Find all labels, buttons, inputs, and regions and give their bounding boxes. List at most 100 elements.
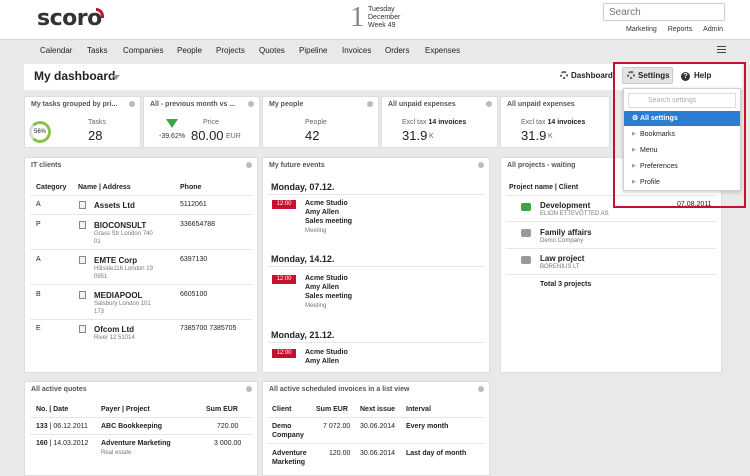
event-person[interactable]: Amy Allen [305,358,339,365]
help-link[interactable]: ? Help [681,71,711,81]
client-phone: 6605100 [180,291,208,298]
nav-projects[interactable]: Projects [216,46,245,55]
settings-item-label: All settings [640,115,678,122]
client-name[interactable]: MEDIAPOOL [94,291,143,300]
quote-no-date: 133 | 06.12.2011 [36,423,88,430]
tasks-label: Tasks [88,119,106,126]
quote-payer[interactable]: ABC Bookkeeping [101,423,163,430]
settings-item-menu[interactable]: ▶ Menu [624,143,740,158]
divider [506,195,716,196]
invoice-interval: Last day of month [406,450,467,457]
widget-title: My people [269,101,304,108]
quote-no: 160 [36,440,48,447]
col-header-name: Name | Address [78,184,131,191]
event-company[interactable]: Acme Studio [305,200,348,207]
client-phone: 5112061 [180,201,207,208]
search-input[interactable] [603,3,725,21]
invoice-client-2[interactable]: Marketing [272,459,306,466]
quote-no-date: 160 | 14.03.2012 [36,440,89,447]
client-address-2: 173 [94,309,105,315]
invoice-client-2[interactable]: Company [272,432,304,439]
dashboard-link-label: Dashboard [571,71,613,80]
panel-gear-icon[interactable] [478,386,484,392]
invoice-client[interactable]: Demo [272,423,292,430]
event-time-badge: 12:00 [272,349,296,358]
panel-gear-icon[interactable] [246,162,252,168]
tasks-value: 28 [88,128,103,143]
widget-gear-icon[interactable] [367,101,373,107]
project-name[interactable]: Family affairs [540,228,592,237]
panel-gear-icon[interactable] [478,162,484,168]
top-link-marketing[interactable]: Marketing [626,26,657,33]
dashboard-bar: My dashboard Dashboard Settings ? Help [24,64,742,90]
nav-quotes[interactable]: Quotes [259,46,285,55]
client-name[interactable]: Assets Ltd [94,201,135,210]
settings-item-profile[interactable]: ▶ Profile [624,175,740,190]
panel-title: My future events [269,162,325,169]
widget-price[interactable]: All - previous month vs ... [143,96,260,148]
nav-invoices[interactable]: Invoices [342,46,372,55]
menu-icon[interactable] [717,46,726,53]
project-name[interactable]: Development [540,201,591,210]
top-link-reports[interactable]: Reports [667,26,693,33]
nav-people[interactable]: People [177,46,202,55]
settings-search-input[interactable]: Search settings [628,93,736,108]
event-company[interactable]: Acme Studio [305,275,348,282]
scoro-logo[interactable]: scoro [37,6,102,31]
quote-payer[interactable]: Adventure Marketing [101,440,171,447]
settings-label-wrap[interactable]: Settings [627,71,670,80]
nav-tasks[interactable]: Tasks [87,46,108,55]
client-name[interactable]: BIOCONSULT [94,221,147,230]
nav-calendar[interactable]: Calendar [40,46,73,55]
quote-date: 14.03.2012 [53,440,89,447]
price-value: 80.00 [191,128,224,143]
client-name[interactable]: EMTE Corp [94,256,138,265]
quotes-panel: All active quotes [24,381,258,476]
event-person[interactable]: Amy Allen [305,209,339,216]
nav-expenses[interactable]: Expenses [425,46,461,55]
settings-item-preferences[interactable]: ▶ Preferences [624,159,740,174]
settings-item-bookmarks[interactable]: ▶ Bookmarks [624,127,740,142]
date-text: Tuesday December Week 49 [368,6,400,30]
col-header-category: Category [36,184,67,191]
chevron-down-icon[interactable] [112,75,120,80]
widget-title: All - previous month vs ... [150,101,236,108]
invoice-sum: 7 072.00 [323,423,351,430]
event-title[interactable]: Sales meeting [305,218,353,225]
settings-button[interactable] [622,67,673,84]
quote-sum: 3 000.00 [214,440,242,447]
event-person[interactable]: Amy Allen [305,284,339,291]
top-link-admin[interactable]: Admin [703,26,723,33]
widget-expenses-2[interactable]: All unpaid expenses [500,96,610,148]
projects-panel: All projects - waiting [500,157,722,373]
expenses2-label: Excl tax 14 invoices [521,119,585,126]
nav-pipeline[interactable]: Pipeline [299,46,328,55]
invoice-next: 30.06.2014 [360,423,396,430]
divider [506,248,716,249]
widget-gear-icon[interactable] [486,101,492,107]
company-icon [79,325,86,333]
nav-companies[interactable]: Companies [123,46,164,55]
col-header-payer: Payer | Project [101,406,150,413]
widget-title: All unpaid expenses [507,101,575,108]
expenses2-count: 14 invoices [547,119,586,126]
price-label: Price [203,119,219,126]
event-title[interactable]: Sales meeting [305,293,353,300]
event-company[interactable]: Acme Studio [305,349,348,356]
project-name[interactable]: Law project [540,254,585,263]
projects-header: Project name | Client [509,184,579,191]
widget-gear-icon[interactable] [129,101,135,107]
nav-orders[interactable]: Orders [385,46,410,55]
invoice-client[interactable]: Adventure [272,450,307,457]
widget-people[interactable]: My people [262,96,379,148]
col-header-interval: Interval [406,406,431,413]
widget-gear-icon[interactable] [248,101,254,107]
panel-gear-icon[interactable] [246,386,252,392]
widget-expenses-1[interactable]: All unpaid expenses [381,96,498,148]
dashboard-link[interactable]: Dashboard [560,71,613,80]
settings-item-all[interactable]: ⚙ All settings [624,111,740,126]
divider [30,319,252,320]
dashboard-title[interactable]: My dashboard [34,69,116,83]
client-name[interactable]: Ofcom Ltd [94,325,134,334]
col-header-phone: Phone [180,184,202,191]
